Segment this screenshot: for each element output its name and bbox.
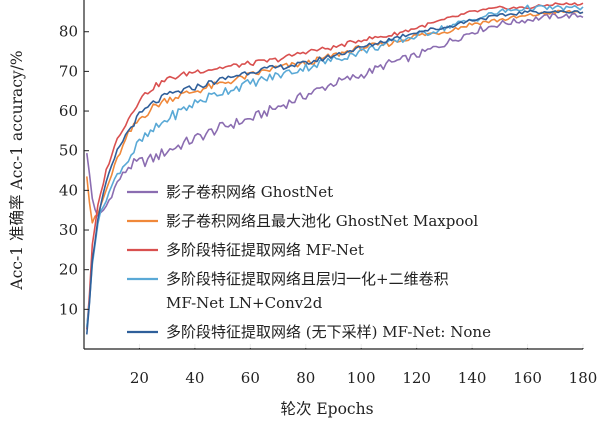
- ticks-layer: 20 40 60 80 100 120 140 160 180 10 20 30 40 50 60 70 80: [59, 23, 597, 387]
- y-tick-label: 20: [59, 261, 78, 279]
- y-tick-label: 30: [59, 221, 78, 239]
- y-tick-label: 10: [59, 300, 78, 318]
- legend-background: [120, 180, 590, 348]
- series-layer: [86, 2, 584, 335]
- legend-label-4: MF-Net LN+Conv2d: [166, 294, 323, 312]
- legend-label-2: 影子卷积网络且最大池化 GhostNet Maxpool: [166, 212, 478, 230]
- legend-label-3: 多阶段特征提取网络 MF-Net: [166, 241, 364, 259]
- series-line-1: [86, 12, 584, 217]
- series-line-4: [86, 4, 584, 328]
- legend: 影子卷积网络 GhostNet 影子卷积网络且最大池化 GhostNet Maxp…: [120, 180, 590, 348]
- axes-layer: [83, 0, 583, 350]
- y-tick-label: 60: [59, 102, 78, 120]
- y-tick-label: 70: [59, 62, 78, 80]
- y-tick-label: 50: [59, 142, 78, 160]
- legend-label-4: 多阶段特征提取网络且层归一化+二维卷积: [166, 270, 449, 288]
- legend-label-1: 影子卷积网络 GhostNet: [166, 183, 333, 201]
- y-axis-title: Acc-1 准确率 Acc-1 accuracy/%: [8, 50, 26, 290]
- x-tick-label: 40: [185, 369, 204, 387]
- series-line-3: [86, 2, 584, 330]
- x-tick-label: 160: [513, 369, 542, 387]
- x-tick-label: 120: [402, 369, 431, 387]
- x-tick-label: 100: [347, 369, 376, 387]
- x-tick-label: 140: [458, 369, 487, 387]
- legend-label-5: 多阶段特征提取网络 (无下采样) MF-Net: None: [166, 323, 491, 341]
- x-tick-label: 20: [130, 369, 149, 387]
- x-axis-title: 轮次 Epochs: [280, 400, 373, 418]
- x-tick-label: 180: [569, 369, 598, 387]
- x-tick-label: 60: [241, 369, 260, 387]
- x-tick-label: 80: [296, 369, 315, 387]
- y-tick-label: 80: [59, 23, 78, 41]
- series-line-5: [86, 9, 584, 335]
- y-tick-label: 40: [59, 181, 78, 199]
- series-line-2: [86, 9, 584, 224]
